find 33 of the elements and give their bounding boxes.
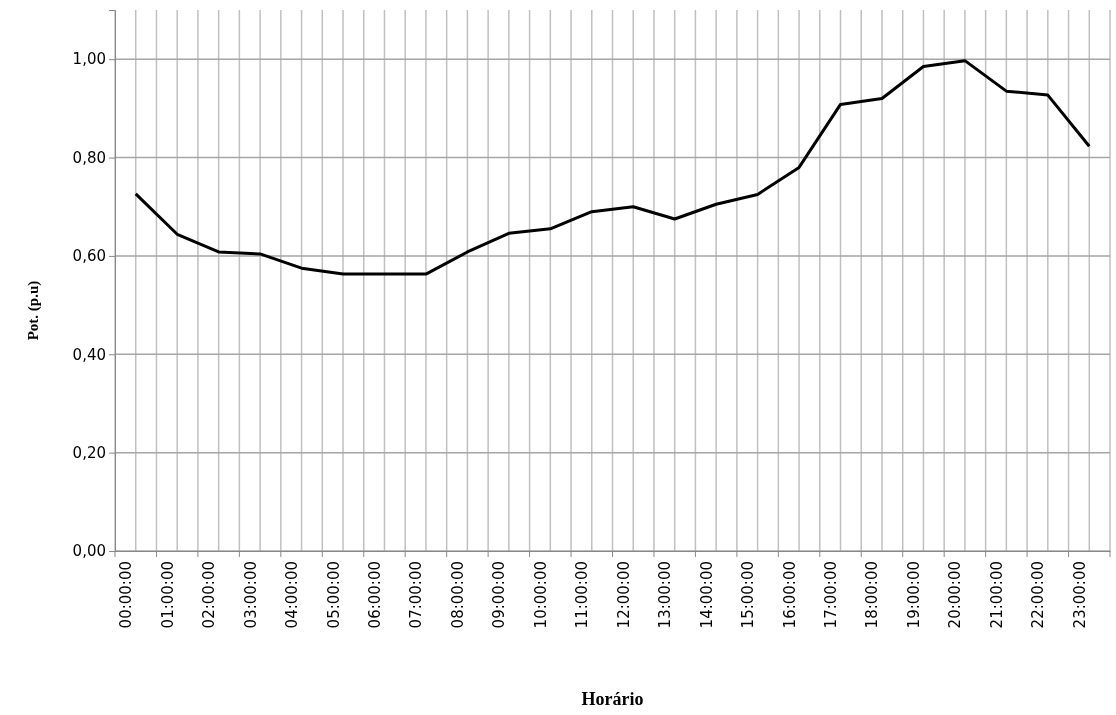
x-tick-label: 18:00:00 [863,561,882,629]
x-tick-label: 19:00:00 [904,561,923,629]
x-tick-label: 02:00:00 [200,561,219,629]
y-tick-label: 0,80 [72,148,106,167]
x-tick-label: 04:00:00 [283,561,302,629]
y-tick-label: 0,60 [72,247,106,266]
y-tick-label: 1,00 [72,50,106,69]
x-tick-label: 00:00:00 [117,561,136,629]
x-tick-label: 17:00:00 [822,561,841,629]
y-tick-label: 0,40 [72,345,106,364]
x-tick-label: 15:00:00 [739,561,758,629]
x-axis-title: Horário [581,689,644,709]
x-tick-label: 10:00:00 [531,561,550,629]
y-tick-label: 0,00 [72,542,106,561]
x-tick-label: 13:00:00 [656,561,675,629]
x-tick-label: 06:00:00 [365,561,384,629]
x-tick-label: 12:00:00 [614,561,633,629]
x-tick-label: 23:00:00 [1070,561,1089,629]
x-tick-label: 08:00:00 [448,561,467,629]
x-tick-label: 07:00:00 [407,561,426,629]
y-axis-title: Pot. (p.u) [25,280,42,341]
x-tick-label: 11:00:00 [573,561,592,629]
x-tick-label: 21:00:00 [987,561,1006,629]
x-tick-label: 01:00:00 [158,561,177,629]
x-tick-label: 09:00:00 [490,561,509,629]
x-tick-label: 14:00:00 [697,561,716,629]
x-tick-label: 16:00:00 [780,561,799,629]
line-series [134,59,1091,276]
x-tick-label: 20:00:00 [946,561,965,629]
x-tick-label: 22:00:00 [1029,561,1048,629]
x-tick-label: 03:00:00 [241,561,260,629]
x-tick-label: 05:00:00 [324,561,343,629]
y-tick-label: 0,20 [72,443,106,462]
